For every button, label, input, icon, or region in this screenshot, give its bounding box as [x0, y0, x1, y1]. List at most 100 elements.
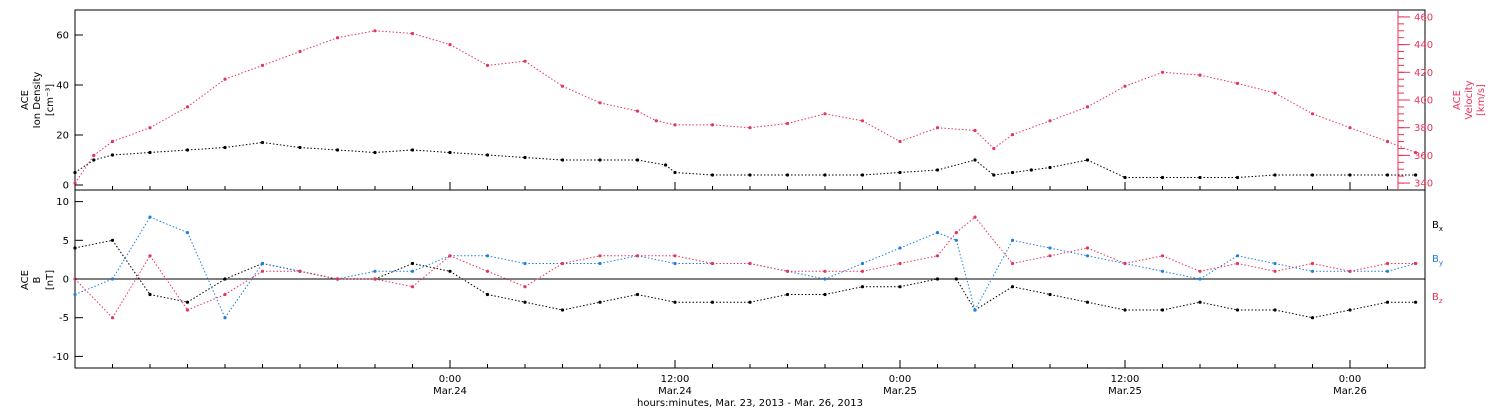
velocity-trace — [487, 60, 526, 66]
bx-trace — [599, 294, 638, 303]
x-tick-time: 12:00 — [1111, 374, 1140, 385]
bx-trace — [1274, 309, 1313, 319]
x-tick-date: Mar.25 — [1108, 386, 1142, 397]
x-tick-time: 0:00 — [889, 374, 911, 385]
density-label-3: [cm⁻³] — [45, 84, 56, 116]
by-trace — [899, 232, 938, 249]
velocity-trace — [299, 37, 338, 52]
density-trace — [993, 172, 1013, 176]
bz-trace — [974, 216, 1013, 264]
bz-trace — [937, 232, 957, 257]
density-trace — [187, 147, 226, 151]
density-label-2: Ion Density — [32, 72, 43, 129]
by-point — [485, 254, 490, 258]
velocity-tick-label: 420 — [1414, 68, 1433, 79]
bx-trace — [487, 294, 526, 303]
velocity-tick-label: 340 — [1414, 179, 1433, 190]
velocity-trace — [899, 127, 938, 142]
bx-trace — [112, 240, 151, 295]
b-tick-label: 0 — [63, 275, 69, 286]
velocity-tick-label: 440 — [1414, 40, 1433, 51]
velocity-trace — [787, 113, 826, 124]
density-series — [73, 140, 1418, 180]
by-trace — [1012, 239, 1051, 249]
bz-trace — [187, 294, 226, 311]
by-point — [1010, 238, 1015, 242]
bx-trace — [824, 286, 863, 295]
by-trace — [787, 270, 826, 280]
bx-trace — [1162, 301, 1201, 311]
bz-trace — [862, 263, 901, 272]
velocity-trace — [562, 85, 601, 104]
bx-trace — [1349, 301, 1388, 311]
bx-trace — [562, 301, 601, 311]
bz-trace — [74, 278, 113, 319]
bx-trace — [1012, 286, 1051, 295]
by-trace — [599, 255, 638, 264]
x-tick-date: Mar.24 — [433, 386, 467, 397]
velocity-trace — [187, 78, 226, 108]
x-tick-time: 12:00 — [661, 374, 690, 385]
by-trace — [1087, 255, 1126, 264]
by-point — [1235, 254, 1240, 258]
velocity-tick-label: 360 — [1414, 151, 1433, 162]
bx-trace — [974, 286, 1013, 311]
velocity-tick-label: 400 — [1414, 96, 1433, 107]
b-tick-label: 10 — [56, 197, 69, 208]
density-tick-label: 60 — [56, 31, 69, 42]
x-axis-label: hours:minutes, Mar. 23, 2013 - Mar. 26, … — [637, 398, 863, 409]
bx-trace — [187, 278, 226, 303]
density-trace — [224, 142, 263, 148]
velocity-trace — [149, 106, 188, 129]
bz-trace — [412, 255, 451, 288]
density-trace — [1012, 169, 1032, 173]
b-label-3: [nT] — [45, 270, 56, 290]
velocity-trace — [337, 30, 376, 39]
by-trace — [487, 255, 526, 264]
velocity-label-1: ACE — [1452, 90, 1463, 110]
velocity-trace — [862, 120, 901, 142]
by-trace — [974, 240, 1013, 311]
density-trace — [74, 159, 95, 173]
bz-trace — [899, 255, 938, 264]
velocity-trace — [449, 44, 488, 66]
by-series — [73, 215, 1418, 320]
bx-trace — [637, 294, 676, 303]
bz-trace — [749, 263, 788, 272]
by-trace — [637, 255, 676, 264]
bz-trace — [1237, 263, 1276, 272]
density-trace — [665, 164, 676, 173]
by-trace — [187, 232, 226, 318]
by-trace — [262, 263, 301, 272]
velocity-trace — [1087, 85, 1126, 108]
x-tick-time: 0:00 — [1339, 374, 1361, 385]
velocity-trace — [93, 141, 113, 156]
legend-bx: Bx — [1432, 220, 1443, 233]
bz-trace — [299, 270, 338, 280]
by-trace — [74, 278, 113, 295]
velocity-label-3: [km/s] — [1476, 84, 1487, 116]
by-trace — [1274, 263, 1313, 272]
bz-trace — [1049, 247, 1088, 257]
velocity-trace — [1199, 74, 1238, 84]
density-trace — [374, 149, 413, 153]
by-trace — [1124, 263, 1163, 272]
density-trace — [299, 147, 338, 151]
velocity-trace — [1124, 71, 1163, 87]
by-trace — [955, 240, 976, 311]
by-trace — [1237, 255, 1276, 264]
velocity-tick-label: 460 — [1414, 12, 1433, 23]
bz-trace — [1274, 263, 1313, 272]
velocity-trace — [1349, 127, 1388, 142]
bz-trace — [1087, 247, 1126, 264]
velocity-trace — [1387, 141, 1416, 154]
density-trace — [674, 172, 713, 176]
density-trace — [974, 159, 995, 176]
velocity-trace — [1274, 92, 1313, 115]
velocity-trace — [749, 123, 788, 129]
density-trace — [937, 159, 976, 171]
chart-marks — [73, 29, 1418, 320]
velocity-point — [335, 36, 340, 40]
velocity-trace — [374, 30, 413, 34]
